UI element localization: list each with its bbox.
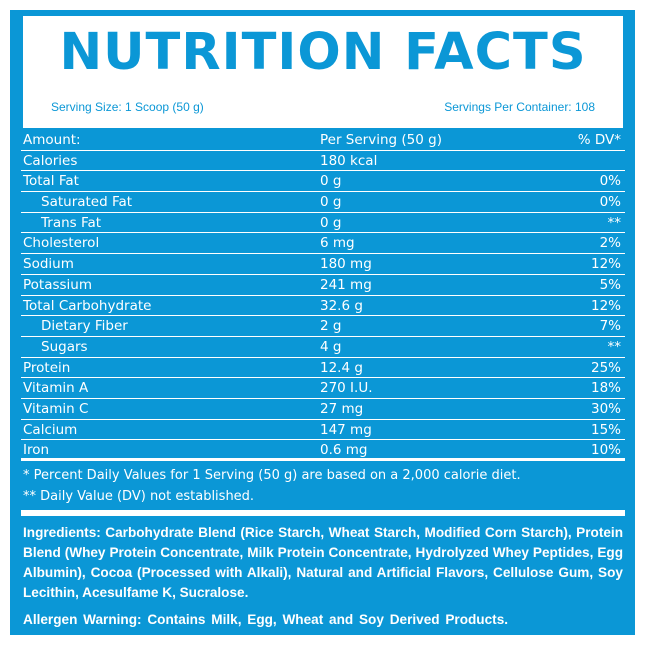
nutrient-dv: 25% <box>590 359 621 376</box>
nutrient-name: Sugars <box>41 338 88 355</box>
nutrient-dv: 15% <box>590 421 621 438</box>
table-row: Sugars 4 g ** <box>21 337 625 358</box>
table-row: Sodium 180 mg 12% <box>21 254 625 275</box>
nutrient-amount: 180 kcal <box>320 152 378 169</box>
nutrition-table: Amount: Per Serving (50 g) % DV* Calorie… <box>21 130 625 461</box>
serving-size: Serving Size: 1 Scoop (50 g) <box>51 100 204 114</box>
nutrient-dv: 5% <box>599 276 621 293</box>
nutrient-name: Trans Fat <box>41 214 102 231</box>
nutrient-amount: 0 g <box>320 194 342 211</box>
nutrient-amount: 4 g <box>320 338 342 355</box>
table-row: Vitamin A 270 I.U. 18% <box>21 378 625 399</box>
table-row: Total Carbohydrate 32.6 g 12% <box>21 296 625 317</box>
nutrient-amount: 180 mg <box>320 256 372 273</box>
nutrient-amount: 0 g <box>320 214 342 231</box>
label-header: NUTRITION FACTS Serving Size: 1 Scoop (5… <box>23 16 623 128</box>
table-row: Total Fat 0 g 0% <box>21 171 625 193</box>
nutrient-amount: 147 mg <box>320 421 372 438</box>
nutrient-dv: 2% <box>599 235 621 252</box>
nutrient-dv: ** <box>607 338 622 355</box>
table-row: Cholesterol 6 mg 2% <box>21 233 625 255</box>
header-amount: Amount: <box>23 132 81 148</box>
nutrient-dv: 0% <box>599 173 621 190</box>
nutrient-name: Iron <box>23 442 50 459</box>
servings-per-container: Servings Per Container: 108 <box>444 100 595 114</box>
header-per-serving: Per Serving (50 g) <box>320 132 442 148</box>
nutrient-dv: 0% <box>599 194 621 211</box>
nutrient-name: Vitamin A <box>23 380 89 397</box>
nutrient-name: Protein <box>23 359 71 376</box>
nutrient-name: Cholesterol <box>23 235 100 252</box>
table-row: Dietary Fiber 2 g 7% <box>21 316 625 337</box>
nutrient-name: Calories <box>23 152 78 169</box>
nutrient-amount: 32.6 g <box>320 297 363 314</box>
section-divider <box>21 510 625 516</box>
footnotes: * Percent Daily Values for 1 Serving (50… <box>23 465 623 507</box>
nutrient-name: Calcium <box>23 421 78 438</box>
nutrient-dv: 18% <box>590 380 621 397</box>
nutrient-amount: 270 I.U. <box>320 380 373 397</box>
nutrient-name: Total Fat <box>23 173 79 190</box>
nutrition-label: NUTRITION FACTS Serving Size: 1 Scoop (5… <box>10 10 635 635</box>
table-row: Iron 0.6 mg 10% <box>21 440 625 461</box>
nutrient-name: Total Carbohydrate <box>23 297 152 314</box>
footnote-not-established: ** Daily Value (DV) not established. <box>23 489 255 504</box>
table-row: Saturated Fat 0 g 0% <box>21 192 625 213</box>
table-row: Protein 12.4 g 25% <box>21 358 625 379</box>
nutrient-name: Dietary Fiber <box>41 318 128 335</box>
nutrient-amount: 241 mg <box>320 276 372 293</box>
nutrient-amount: 6 mg <box>320 235 355 252</box>
allergen-warning: Allergen Warning: Contains Milk, Egg, Wh… <box>23 612 509 627</box>
nutrient-amount: 27 mg <box>320 400 364 417</box>
nutrient-dv: 7% <box>599 318 621 335</box>
nutrient-amount: 12.4 g <box>320 359 363 376</box>
nutrient-amount: 0.6 mg <box>320 442 368 459</box>
table-row: Potassium 241 mg 5% <box>21 275 625 296</box>
nutrient-amount: 2 g <box>320 318 342 335</box>
table-row: Calories 180 kcal <box>21 151 625 172</box>
nutrient-amount: 0 g <box>320 173 342 190</box>
label-title: NUTRITION FACTS <box>59 23 587 82</box>
nutrient-name: Saturated Fat <box>41 194 133 211</box>
nutrient-dv: ** <box>607 214 622 231</box>
nutrient-name: Vitamin C <box>23 400 89 417</box>
nutrient-dv: 30% <box>590 400 621 417</box>
table-row: Trans Fat 0 g ** <box>21 213 625 234</box>
nutrient-dv: 12% <box>590 297 621 314</box>
ingredients-text: Ingredients: Carbohydrate Blend (Rice St… <box>23 525 623 600</box>
header-dv: % DV* <box>577 132 621 148</box>
nutrient-name: Sodium <box>23 256 74 273</box>
table-row: Vitamin C 27 mg 30% <box>21 399 625 420</box>
nutrient-dv: 10% <box>590 442 621 459</box>
table-row: Calcium 147 mg 15% <box>21 420 625 441</box>
nutrient-dv: 12% <box>590 256 621 273</box>
footnote-daily-values: * Percent Daily Values for 1 Serving (50… <box>23 468 521 483</box>
table-header-row: Amount: Per Serving (50 g) % DV* <box>21 130 625 151</box>
nutrient-name: Potassium <box>23 276 93 293</box>
